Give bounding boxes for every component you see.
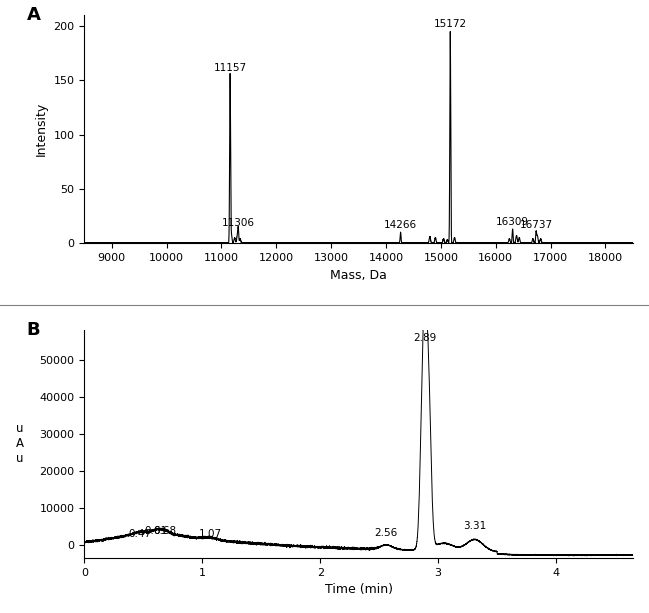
Text: 0.47: 0.47 (129, 529, 151, 539)
X-axis label: Time (min): Time (min) (324, 583, 393, 596)
Y-axis label: Intensity: Intensity (35, 102, 48, 156)
Text: 11306: 11306 (222, 218, 255, 228)
Text: 2.89: 2.89 (413, 333, 437, 343)
Text: 0.68: 0.68 (153, 525, 176, 536)
Text: B: B (27, 321, 40, 339)
Text: 0.61: 0.61 (145, 525, 168, 536)
Text: A: A (27, 6, 41, 24)
Text: 15172: 15172 (434, 20, 467, 29)
Text: 3.31: 3.31 (463, 521, 486, 531)
Text: 14266: 14266 (384, 220, 417, 230)
Y-axis label: u
A
u: u A u (16, 422, 24, 465)
Text: 16737: 16737 (520, 220, 553, 230)
X-axis label: Mass, Da: Mass, Da (330, 268, 387, 281)
Text: 2.56: 2.56 (374, 528, 398, 538)
Text: 16309: 16309 (496, 217, 529, 227)
Text: 11157: 11157 (214, 63, 247, 73)
Text: 1.07: 1.07 (199, 529, 222, 539)
